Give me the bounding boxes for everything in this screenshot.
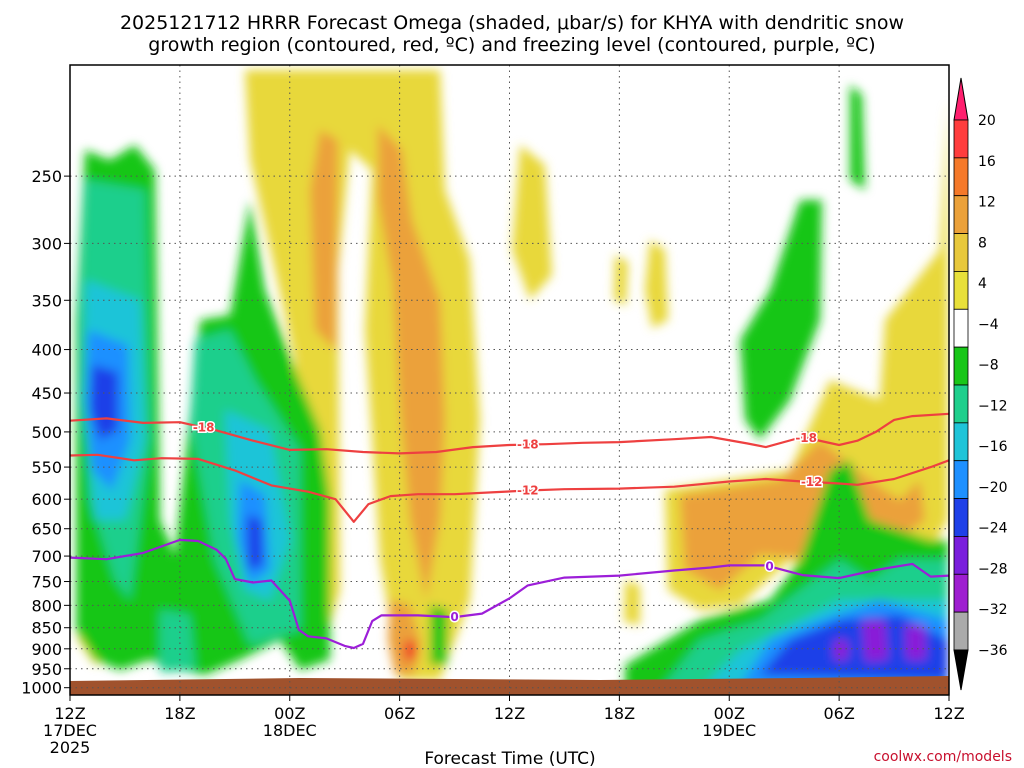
y-tick-label: 250 (31, 167, 62, 186)
colorbar-label: −36 (978, 643, 1008, 659)
y-axis-ticks: 250 300 350 400 450 500 550 600 650 700 750 800 850 9… (21, 167, 70, 698)
colorbar-label: 8 (978, 235, 987, 251)
omega-orange-region (310, 130, 338, 350)
omega-purple-core (834, 640, 848, 660)
y-tick-label: 400 (31, 341, 62, 360)
colorbar-label: −4 (978, 317, 999, 333)
y-tick-label: 550 (31, 458, 62, 477)
x-tick-label: 00Z (274, 704, 305, 723)
colorbar-segment (953, 195, 969, 234)
y-tick-label: 900 (31, 640, 62, 659)
colorbar: 20 16 12 8 4 −4 −8 −12 −16 −20 −24 −28 −32 −36 (953, 77, 1008, 691)
colorbar-label: −8 (978, 358, 999, 374)
x-tick-label: 12Z (54, 704, 85, 723)
colorbar-segment (953, 498, 969, 537)
colorbar-label: −28 (978, 561, 1008, 577)
omega-teal-region (160, 610, 195, 672)
omega-purple-core (905, 625, 926, 660)
temperature-contours: -18 -18 -18 -12 -12 0 0 (70, 412, 949, 650)
contour-label: 0 (450, 610, 458, 624)
contour-label: -12 (801, 475, 823, 489)
colorbar-label: −16 (978, 439, 1008, 455)
y-tick-label: 800 (31, 596, 62, 615)
plot-area: -18 -18 -18 -12 -12 0 0 (70, 65, 949, 695)
x-tick-label: 17DEC (43, 721, 97, 740)
omega-darkblue-region (247, 515, 263, 570)
x-tick-label: 18Z (604, 704, 635, 723)
y-tick-label: 850 (31, 619, 62, 638)
omega-yellow-region (614, 255, 628, 305)
colorbar-segment (953, 157, 969, 197)
colorbar-segment (953, 384, 969, 424)
omega-green-region (740, 200, 822, 440)
omega-shading (76, 70, 948, 690)
omega-darkblue-region (760, 615, 948, 680)
colorbar-segment (953, 573, 969, 613)
y-tick-label: 300 (31, 234, 62, 253)
contour-line--18 (70, 412, 949, 455)
colorbar-label: 12 (978, 195, 996, 211)
chart-title-line2: growth region (contoured, red, ºC) and f… (148, 34, 875, 56)
colorbar-label: −32 (978, 602, 1008, 618)
colorbar-label: 16 (978, 154, 996, 170)
x-tick-label: 12Z (494, 704, 525, 723)
y-tick-label: 500 (31, 423, 62, 442)
colorbar-segment (953, 422, 969, 462)
x-tick-label: 06Z (384, 704, 415, 723)
omega-red-core (404, 640, 418, 660)
y-tick-label: 950 (31, 660, 62, 679)
omega-yellow-region (512, 145, 552, 300)
colorbar-label: 20 (978, 113, 996, 129)
omega-yellow-region (645, 240, 668, 328)
contour-label: -12 (517, 483, 539, 497)
x-tick-label: 2025 (50, 738, 91, 757)
contour-label: -18 (517, 438, 539, 452)
colorbar-segment (953, 536, 969, 575)
colorbar-segment (953, 233, 969, 272)
contour-line-0 (70, 538, 949, 650)
y-tick-label: 600 (31, 490, 62, 509)
y-tick-label: 1000 (21, 679, 62, 698)
colorbar-arrow-top (953, 77, 969, 121)
credit-text: coolwx.com/models (874, 749, 1012, 765)
x-tick-label: 00Z (714, 704, 745, 723)
y-tick-label: 750 (31, 573, 62, 592)
y-tick-label: 450 (31, 384, 62, 403)
grid-lines (70, 65, 949, 695)
omega-green-region (850, 85, 865, 190)
y-tick-label: 650 (31, 520, 62, 539)
omega-green-region (430, 605, 448, 665)
colorbar-segment (953, 308, 969, 348)
contour-label: 0 (765, 559, 773, 573)
colorbar-label: 4 (978, 276, 987, 292)
x-axis-label: Forecast Time (UTC) (424, 749, 595, 768)
y-tick-label: 350 (31, 291, 62, 310)
x-tick-label: 19DEC (702, 721, 756, 740)
x-tick-label: 18Z (164, 704, 195, 723)
colorbar-segment (953, 271, 969, 310)
contour-label: -18 (193, 421, 215, 435)
colorbar-label: −12 (978, 398, 1008, 414)
x-tick-label: 12Z (933, 704, 964, 723)
colorbar-label: −20 (978, 480, 1008, 496)
contour-line--12 (70, 453, 949, 523)
x-tick-label: 06Z (823, 704, 854, 723)
colorbar-arrow-bottom (953, 649, 969, 691)
omega-yellow-region (624, 580, 640, 625)
omega-purple-core (862, 620, 888, 662)
colorbar-label: −24 (978, 521, 1008, 537)
contour-label: -18 (795, 431, 817, 445)
terrain-ground (70, 676, 949, 695)
colorbar-segment (953, 460, 969, 499)
chart-title-line1: 2025121712 HRRR Forecast Omega (shaded, … (120, 12, 904, 34)
colorbar-segment (953, 346, 969, 386)
y-tick-label: 700 (31, 547, 62, 566)
omega-darkblue-region (90, 365, 118, 440)
colorbar-segment (953, 611, 969, 651)
colorbar-segment (953, 119, 969, 159)
x-tick-label: 18DEC (263, 721, 317, 740)
